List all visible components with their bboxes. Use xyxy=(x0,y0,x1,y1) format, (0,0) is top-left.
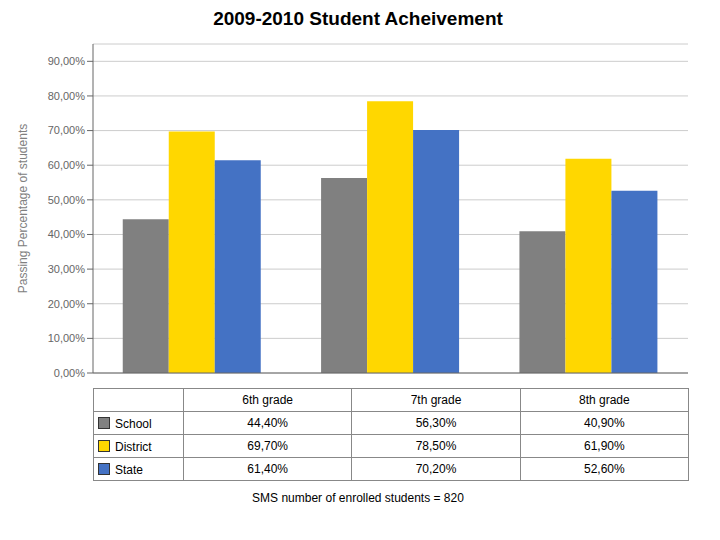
html-text:District: District xyxy=(115,439,152,454)
svg-text:30,00%: 30,00% xyxy=(48,263,86,275)
html-text:44,40%: 44,40% xyxy=(247,416,288,430)
svg-text:20,00%: 20,00% xyxy=(48,298,86,310)
html-text:7th grade: 7th grade xyxy=(410,393,462,407)
html-text:61,90%: 61,90% xyxy=(584,439,625,453)
html-text:56,30%: 56,30% xyxy=(415,416,457,430)
html-text:State: State xyxy=(115,462,143,477)
svg-text:90,00%: 90,00% xyxy=(48,55,86,67)
html-text:SMS number of enrolled student: SMS number of enrolled students = 820 xyxy=(252,491,464,505)
html-text:70,20%: 70,20% xyxy=(415,462,457,476)
html-text:78,50%: 78,50% xyxy=(415,439,457,453)
html-text:40,90%: 40,90% xyxy=(584,416,625,430)
html-text:61,40%: 61,40% xyxy=(247,462,288,476)
html-text:69,70%: 69,70% xyxy=(247,439,288,453)
svg-text:40,00%: 40,00% xyxy=(48,228,86,240)
svg-text:60,00%: 60,00% xyxy=(48,159,86,171)
svg-text:0,00%: 0,00% xyxy=(54,367,85,379)
html-text:School: School xyxy=(115,416,152,431)
svg-text:70,00%: 70,00% xyxy=(48,124,86,136)
svg-text:50,00%: 50,00% xyxy=(48,194,86,206)
svg-text:Passing Percentage of students: Passing Percentage of students xyxy=(16,124,30,293)
svg-text:80,00%: 80,00% xyxy=(48,90,86,102)
html-text:6th grade: 6th grade xyxy=(242,393,293,407)
html-text:2009-2010 Student Acheivement: 2009-2010 Student Acheivement xyxy=(213,8,503,29)
html-text:8th grade: 8th grade xyxy=(579,393,630,407)
svg-text:10,00%: 10,00% xyxy=(48,332,86,344)
html-text:52,60%: 52,60% xyxy=(584,462,625,476)
